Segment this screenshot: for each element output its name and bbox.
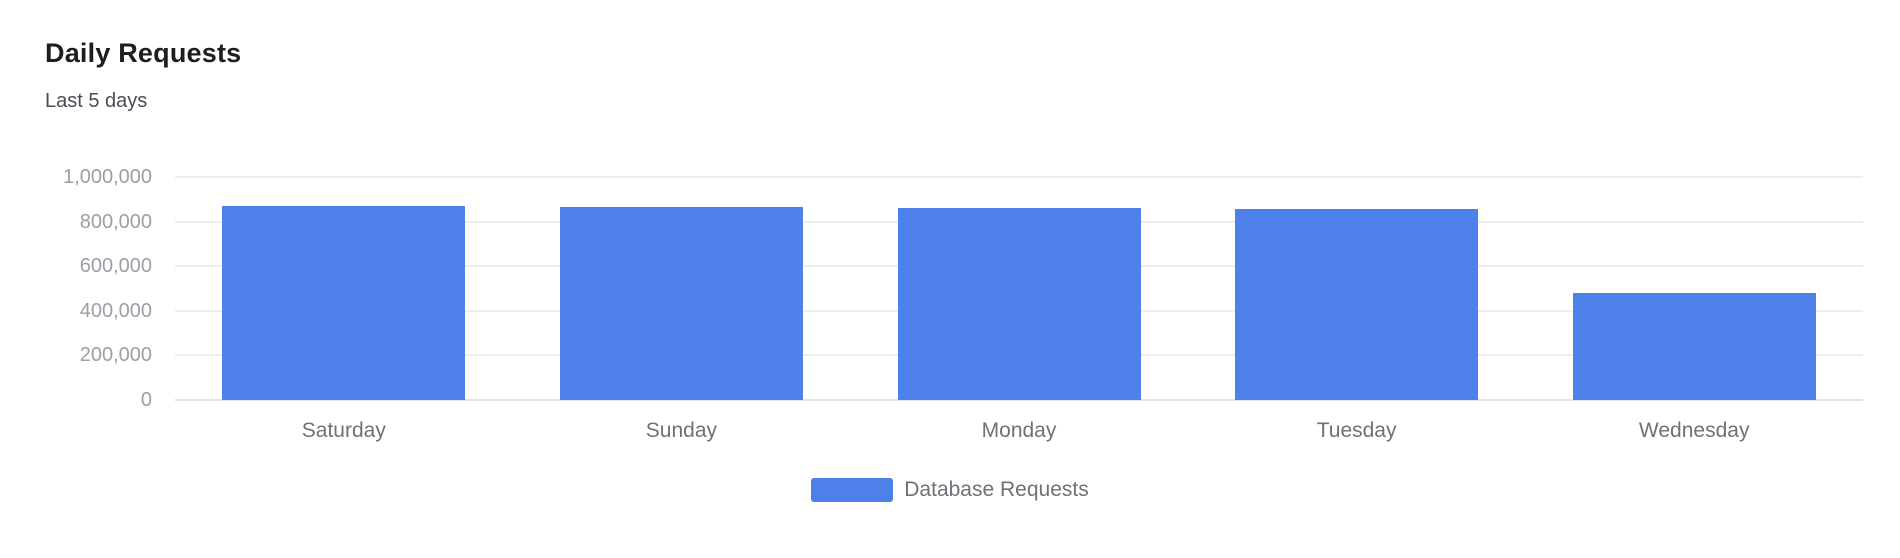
legend-swatch xyxy=(811,478,894,502)
bar-monday xyxy=(897,208,1141,400)
x-tick-label: Tuesday xyxy=(1316,419,1397,442)
bar-saturday xyxy=(222,206,466,400)
y-tick-label: 1,000,000 xyxy=(63,166,152,188)
y-tick-label: 200,000 xyxy=(79,344,152,367)
x-axis: Saturday Sunday Monday Tuesday Wednesday xyxy=(175,414,1863,448)
plot-area xyxy=(175,176,1863,401)
x-tick-label: Sunday xyxy=(645,419,718,442)
bar-wednesday xyxy=(1572,292,1816,400)
gridline xyxy=(175,176,1863,178)
x-axis-baseline xyxy=(175,399,1863,401)
chart-subtitle: Last 5 days xyxy=(45,90,148,112)
chart-title: Daily Requests xyxy=(45,38,242,68)
y-axis: 0 200,000 400,000 600,000 800,000 1,000,000 xyxy=(0,166,152,411)
y-tick-label: 600,000 xyxy=(79,255,152,278)
x-tick-label: Saturday xyxy=(301,419,386,442)
bar-sunday xyxy=(559,206,803,400)
legend-label: Database Requests xyxy=(904,478,1089,501)
x-tick-label: Monday xyxy=(981,419,1057,442)
chart-legend: Database Requests xyxy=(0,476,1900,504)
y-tick-label: 0 xyxy=(140,389,152,411)
bar-tuesday xyxy=(1235,209,1479,400)
y-tick-label: 800,000 xyxy=(79,210,152,233)
x-tick-label: Wednesday xyxy=(1638,419,1750,442)
y-tick-label: 400,000 xyxy=(79,299,152,322)
